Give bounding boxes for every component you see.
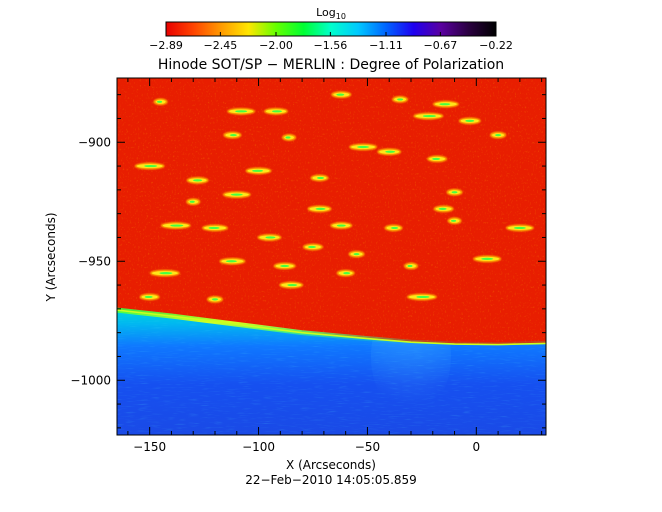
x-tick-label: −50 xyxy=(355,440,380,454)
activity-patch-core xyxy=(285,136,291,139)
y-tick-label: −900 xyxy=(78,135,111,149)
y-axis-label: Y (Arcseconds) xyxy=(44,212,58,302)
activity-patch-core xyxy=(280,264,290,268)
activity-patch-core xyxy=(513,226,526,230)
activity-patch-core xyxy=(230,193,243,196)
activity-patch-core xyxy=(170,224,184,227)
x-axis-label: X (Arcseconds) xyxy=(286,458,376,472)
activity-patch-core xyxy=(271,110,282,113)
activity-patch-core xyxy=(336,93,345,96)
activity-patch-core xyxy=(144,295,153,299)
axis-ticks: −150 −100 −50 0 −900 −950 −1000 xyxy=(70,78,546,454)
activity-patch-core xyxy=(211,298,218,301)
activity-patch-core xyxy=(307,245,316,249)
activity-patch-core xyxy=(397,98,404,101)
colorbar-title: Log10 xyxy=(316,6,346,21)
activity-patch-core xyxy=(235,110,248,113)
activity-patch-core xyxy=(357,145,370,149)
activity-patch-core xyxy=(416,295,430,299)
colorbar-tick-label: −1.56 xyxy=(314,39,348,52)
limb-line xyxy=(117,309,546,346)
plot-frame xyxy=(116,77,547,436)
y-tick-label: −950 xyxy=(78,254,111,268)
activity-patch-core xyxy=(193,179,203,182)
colorbar-tick-label: −1.11 xyxy=(369,39,403,52)
activity-patch-core xyxy=(317,176,325,180)
colorbar-tick-label: −0.22 xyxy=(479,39,513,52)
colorbar-tick-label: −2.89 xyxy=(149,39,183,52)
activity-patch-core xyxy=(315,207,326,210)
activity-patch-core xyxy=(481,257,494,260)
activity-patch-core xyxy=(208,226,220,230)
activity-patch-core xyxy=(451,219,457,222)
x-tick-label: 0 xyxy=(472,440,480,454)
colorbar-tick-label: −2.45 xyxy=(204,39,238,52)
date-label: 22−Feb−2010 14:05:05.859 xyxy=(245,473,417,487)
plot-area xyxy=(117,78,546,435)
activity-patch-core xyxy=(385,150,396,153)
chart-title: Hinode SOT/SP − MERLIN : Degree of Polar… xyxy=(158,57,504,73)
activity-patch-core xyxy=(336,224,346,227)
activity-patch-core xyxy=(353,253,360,256)
activity-patch-core xyxy=(439,103,451,106)
y-tick-label: −1000 xyxy=(70,373,111,387)
activity-patch-core xyxy=(189,200,195,203)
activity-patch-core xyxy=(391,226,399,230)
activity-patch-core xyxy=(225,260,237,263)
activity-patch-core xyxy=(432,157,441,161)
activity-patch-core xyxy=(144,164,158,168)
activity-patch-core xyxy=(343,272,351,275)
activity-patch-core xyxy=(422,114,436,118)
activity-patch-core xyxy=(157,100,163,103)
activity-patch-core xyxy=(495,134,502,137)
activity-patch-core xyxy=(438,207,447,210)
x-tick-label: −100 xyxy=(242,440,275,454)
colorbar xyxy=(165,21,497,37)
x-tick-label: −150 xyxy=(133,440,166,454)
activity-patch-core xyxy=(407,264,413,268)
colorbar-tick-label: −0.67 xyxy=(424,39,458,52)
activity-patch-core xyxy=(229,134,237,137)
activity-patch-core xyxy=(465,119,475,122)
activity-patch-core xyxy=(252,169,264,172)
activity-patch-core xyxy=(265,236,276,239)
colorbar-tick-label: −2.00 xyxy=(259,39,293,52)
activity-patch-core xyxy=(451,191,458,194)
activity-patch-core xyxy=(287,283,298,287)
activity-patches xyxy=(134,91,534,303)
colorbar-ticks: −2.89 −2.45 −2.00 −1.56 −1.11 −0.67 −0.22 xyxy=(149,32,513,52)
activity-patch-core xyxy=(159,272,173,275)
